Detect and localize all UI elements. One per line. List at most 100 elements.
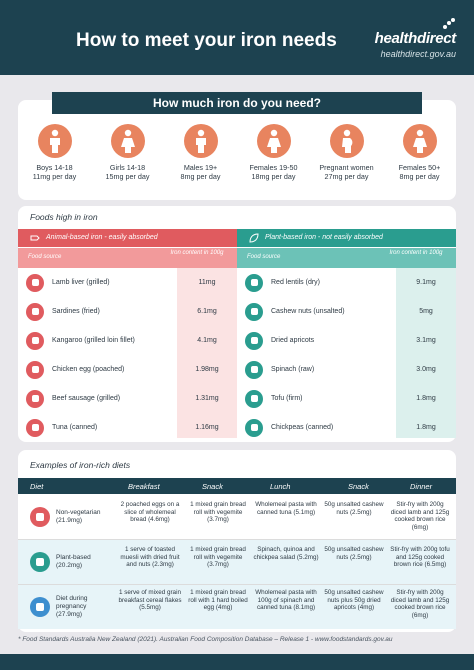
col-breakfast: Breakfast: [128, 482, 160, 491]
person-icon: [37, 124, 72, 158]
needs-card: [18, 100, 456, 200]
col-iron-content: Iron content in 100g: [170, 250, 224, 256]
food-value: 1.31mg: [195, 395, 219, 402]
food-name: Spinach (raw): [271, 366, 315, 373]
col-diet: Diet: [30, 482, 44, 491]
plant-heading: Plant-based iron - not easily absorbed: [237, 229, 456, 247]
need-group: Females 19-50 18mg per day: [239, 124, 309, 181]
food-name: Kangaroo (grilled loin fillet): [52, 337, 135, 344]
need-group: Females 50+ 8mg per day: [385, 124, 455, 181]
kangaroo-icon: [26, 331, 44, 350]
plant-value-strip: [396, 268, 456, 438]
list-item: Beef sausage (grilled) 1.31mg: [18, 384, 237, 413]
food-name: Chicken egg (poached): [52, 366, 125, 373]
food-name: Red lentils (dry): [271, 279, 321, 286]
tuna-icon: [26, 418, 44, 437]
animal-icon: [30, 235, 40, 241]
need-group: Males 19+ 8mg per day: [166, 124, 236, 181]
table-row: Non-vegetarian (21.9mg) 2 poached eggs o…: [18, 495, 456, 539]
fish-icon: [26, 302, 44, 321]
pregnant-person-icon: [329, 124, 364, 158]
lentils-icon: [245, 273, 263, 292]
row-divider: [18, 584, 456, 585]
col-snack: Snack: [202, 482, 223, 491]
snack-cell: 1 mixed grain bread roll with 1 hard boi…: [188, 589, 248, 612]
breakfast-cell: 2 poached eggs on a slice of wholemeal b…: [120, 501, 180, 524]
person-icon: [110, 124, 145, 158]
col-iron-content: Iron content in 100g: [389, 250, 443, 256]
food-value: 5mg: [419, 308, 433, 315]
brand-dots-icon: [443, 18, 455, 29]
breakfast-cell: 1 serve of mixed grain breakfast cereal …: [118, 589, 182, 612]
snack-cell: 1 mixed grain bread roll with vegemite (…: [190, 546, 246, 569]
needs-groups: Boys 14-18 11mg per day Girls 14-18 15mg p…: [18, 124, 456, 181]
header-bar: How to meet your iron needs healthdirect…: [0, 0, 474, 75]
list-item: Kangaroo (grilled loin fillet) 4.1mg: [18, 326, 237, 355]
footnote: * Food Standards Australia New Zealand (…: [18, 636, 393, 643]
animal-heading-text: Animal-based iron - easily absorbed: [46, 234, 158, 241]
list-item: Chicken egg (poached) 1.98mg: [18, 355, 237, 384]
food-name: Tofu (firm): [271, 395, 303, 402]
tofu-icon: [245, 389, 263, 408]
col-food-source: Food source: [28, 254, 62, 260]
dinner-cell: Stir-fry with 200g diced lamb and 125g c…: [390, 589, 450, 619]
leaf-icon: [249, 233, 259, 243]
spinach-icon: [245, 360, 263, 379]
bottom-bar: [0, 654, 474, 670]
list-item: Tofu (firm) 1.8mg: [237, 384, 456, 413]
need-label: Girls 14-18: [109, 163, 146, 172]
list-item: Cashew nuts (unsalted) 5mg: [237, 297, 456, 326]
list-item: Lamb liver (grilled) 11mg: [18, 268, 237, 297]
diet-table-header: Diet Breakfast Snack Lunch Snack Dinner: [18, 478, 456, 494]
row-divider: [18, 539, 456, 540]
egg-icon: [26, 360, 44, 379]
animal-foods: Lamb liver (grilled) 11mg Sardines (fried…: [18, 268, 237, 442]
snack-cell: 50g unsalted cashew nuts (2.5mg): [324, 546, 384, 561]
need-amount: 8mg per day: [399, 172, 440, 181]
col-snack: Snack: [348, 482, 369, 491]
sausage-icon: [26, 389, 44, 408]
brand-name: healthdirect: [374, 30, 457, 47]
food-value: 9.1mg: [416, 279, 436, 286]
brand: healthdirect healthdirect.gov.au: [374, 30, 457, 59]
cashew-icon: [245, 302, 263, 321]
dinner-cell: Stir-fry with 200g diced lamb and 125g c…: [390, 501, 450, 531]
food-value: 1.8mg: [416, 424, 436, 431]
need-group: Boys 14-18 11mg per day: [20, 124, 90, 181]
plant-heading-text: Plant-based iron - not easily absorbed: [265, 234, 383, 241]
diet-name: Plant-based (20.2mg): [56, 554, 91, 569]
list-item: Spinach (raw) 3.0mg: [237, 355, 456, 384]
person-icon: [402, 124, 437, 158]
food-value: 3.1mg: [416, 337, 436, 344]
lunch-cell: Spinach, quinoa and chickpea salad (5.2m…: [253, 546, 319, 561]
list-item: Chickpeas (canned) 1.8mg: [237, 413, 456, 442]
food-name: Dried apricots: [271, 337, 315, 344]
animal-heading: Animal-based iron - easily absorbed: [18, 229, 237, 247]
food-value: 6.1mg: [197, 308, 217, 315]
table-row: Plant-based (20.2mg) 1 serve of toasted …: [18, 540, 456, 584]
list-item: Sardines (fried) 6.1mg: [18, 297, 237, 326]
dinner-cell: Stir-fry with 200g tofu and 125g cooked …: [390, 546, 450, 569]
chickpea-icon: [245, 418, 263, 437]
need-label: Females 19-50: [249, 163, 298, 172]
need-amount: 8mg per day: [180, 172, 221, 181]
lunch-cell: Wholemeal pasta with 100g of spinach and…: [255, 589, 317, 612]
need-label: Females 50+: [398, 163, 441, 172]
food-name: Tuna (canned): [52, 424, 98, 431]
plant-foods: Red lentils (dry) 9.1mg Cashew nuts (unsa…: [237, 268, 456, 442]
person-icon: [256, 124, 291, 158]
steak-icon: [30, 507, 50, 527]
snack-cell: 50g unsalted cashew nuts plus 50g dried …: [324, 589, 384, 612]
list-item: Dried apricots 3.1mg: [237, 326, 456, 355]
plant-subheader: Food source Iron content in 100g: [237, 248, 456, 268]
person-icon: [183, 124, 218, 158]
food-value: 3.0mg: [416, 366, 436, 373]
apricot-icon: [245, 331, 263, 350]
need-amount: 15mg per day: [105, 172, 150, 181]
food-value: 1.98mg: [195, 366, 219, 373]
need-amount: 18mg per day: [251, 172, 296, 181]
need-label: Males 19+: [183, 163, 218, 172]
need-label: Pregnant women: [319, 163, 374, 172]
liver-icon: [26, 273, 44, 292]
food-name: Beef sausage (grilled): [52, 395, 121, 402]
